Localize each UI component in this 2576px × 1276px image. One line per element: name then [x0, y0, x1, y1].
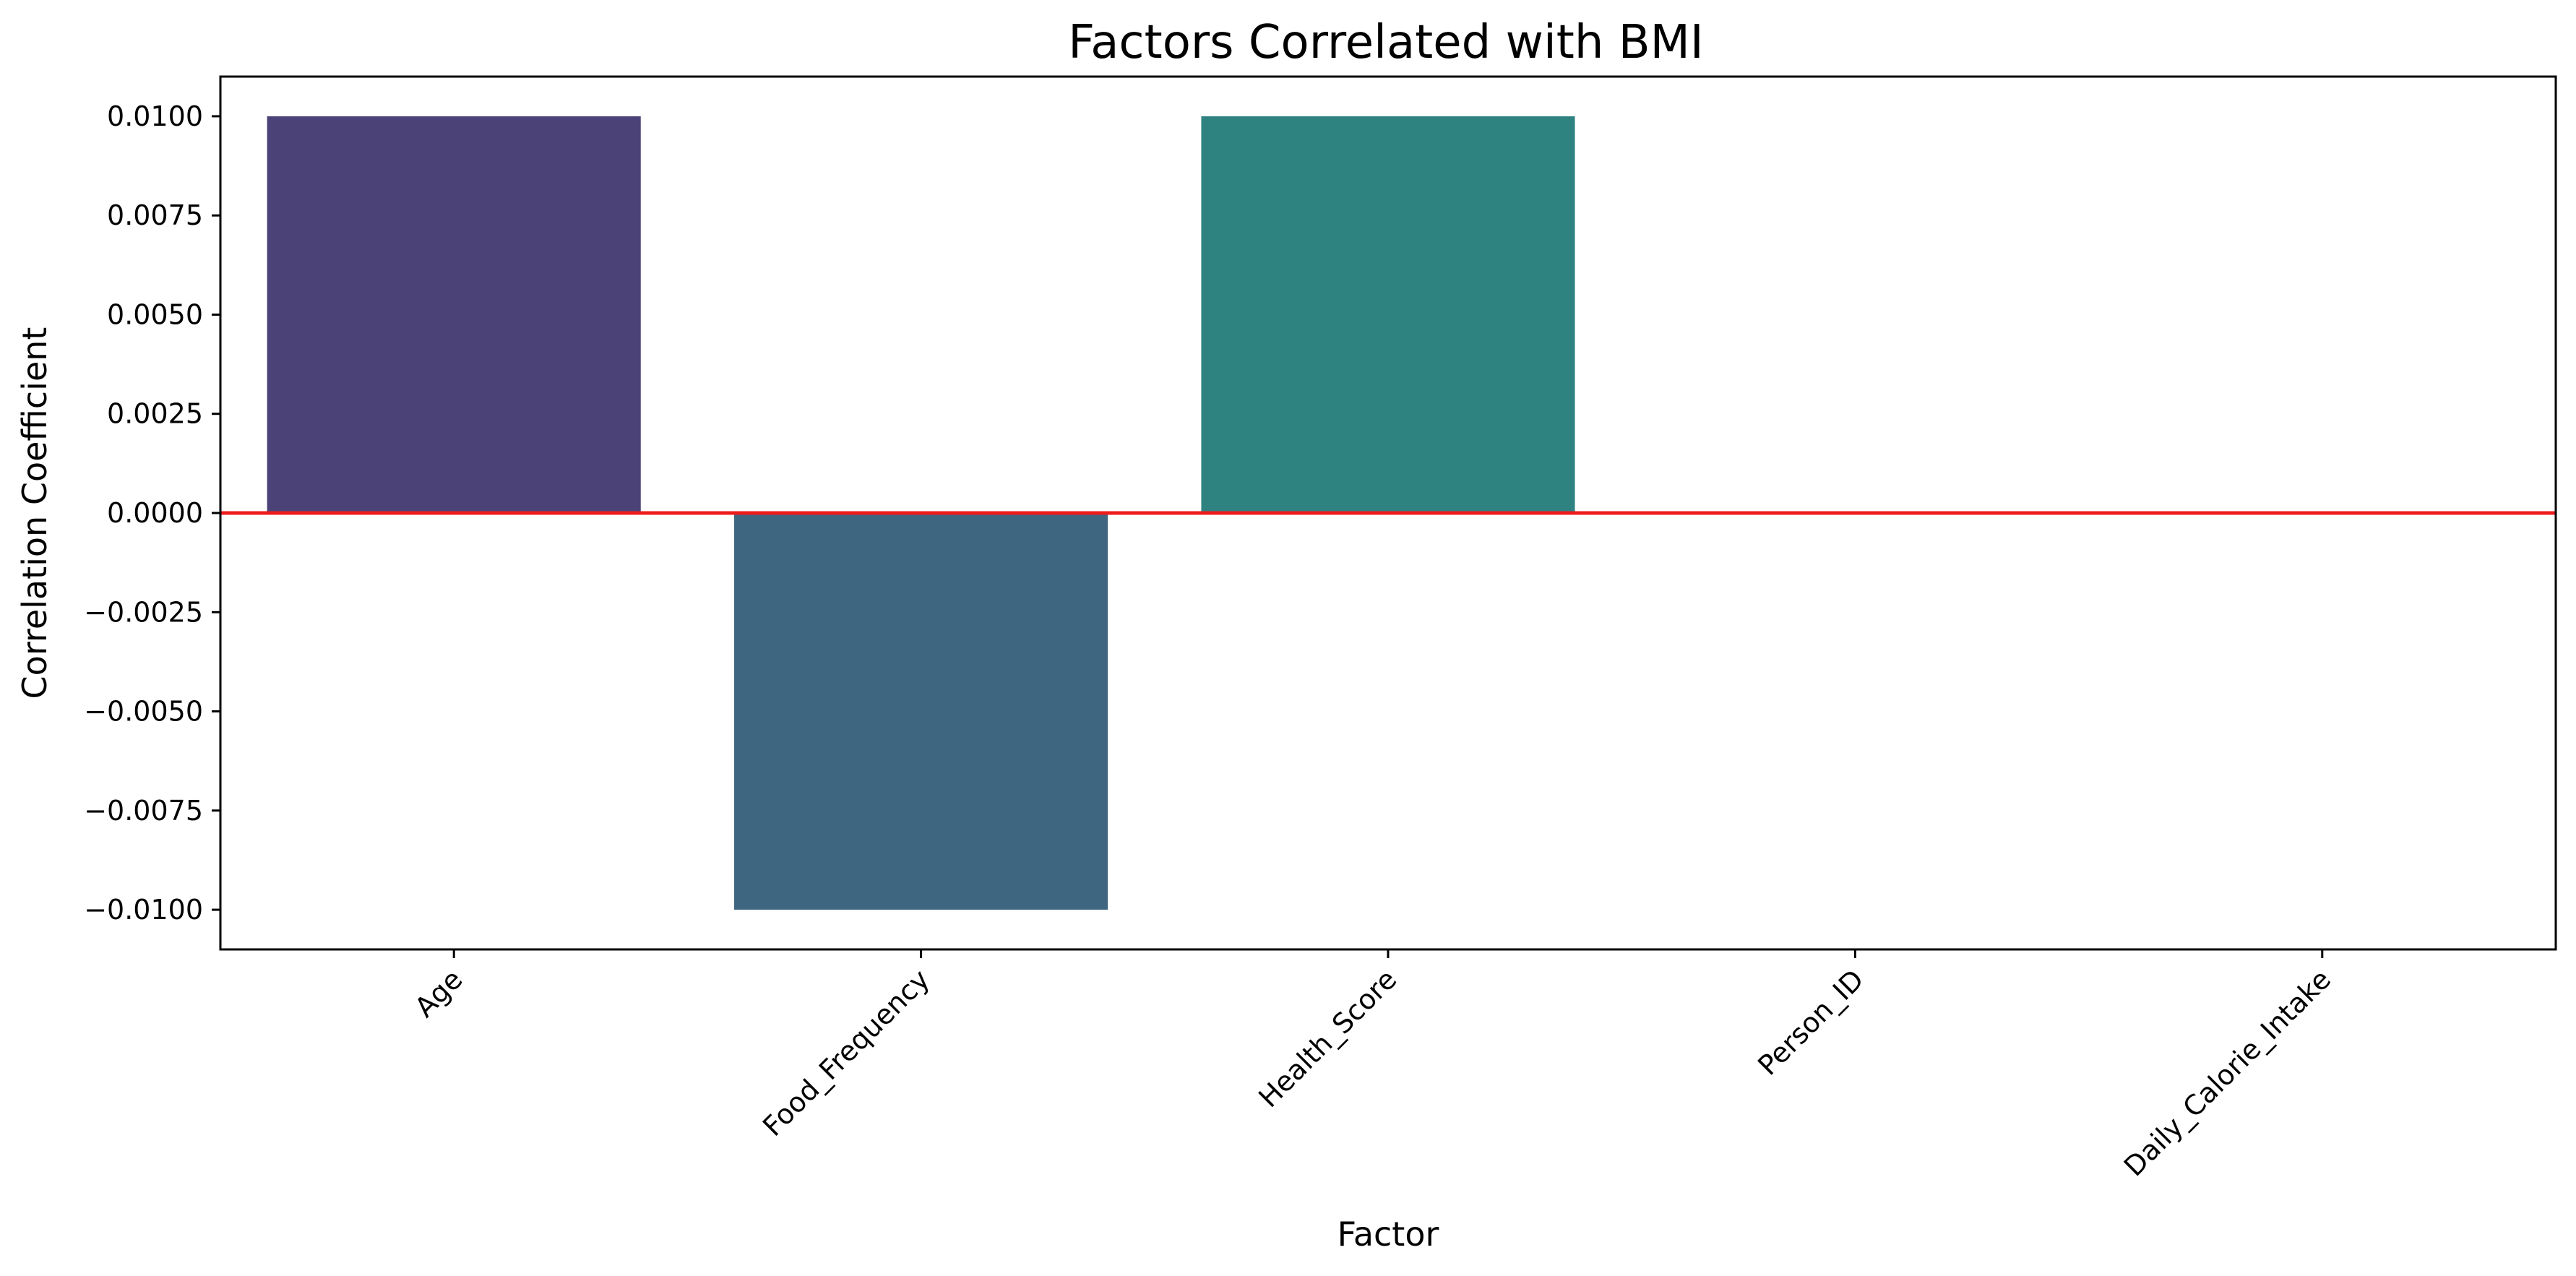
plot-frame	[219, 75, 2557, 951]
y-tick-label: −0.0025	[84, 596, 203, 628]
bars-group	[267, 116, 1575, 910]
chart-title: Factors Correlated with BMI	[1068, 16, 1703, 69]
y-tick-label: 0.0050	[107, 298, 203, 330]
y-axis-label: Correlation Coefficient	[15, 327, 54, 699]
y-tick-label: 0.0025	[107, 398, 203, 430]
y-tick-label: −0.0075	[84, 795, 203, 827]
bar-age	[267, 116, 641, 514]
bar-food-frequency	[734, 513, 1108, 910]
y-tick-label: 0.0000	[107, 497, 203, 529]
x-axis-label: Factor	[1337, 1215, 1439, 1254]
y-tick-label: 0.0100	[107, 100, 203, 132]
y-tick-label: 0.0075	[107, 199, 203, 231]
y-tick-label: −0.0050	[84, 696, 203, 728]
y-axis-ticks: 0.0100 0.0075 0.0050 0.0025 0.0000 −0.0025 −0.…	[84, 100, 220, 926]
bar-health-score	[1201, 116, 1575, 514]
y-tick-label: −0.0100	[84, 894, 203, 926]
